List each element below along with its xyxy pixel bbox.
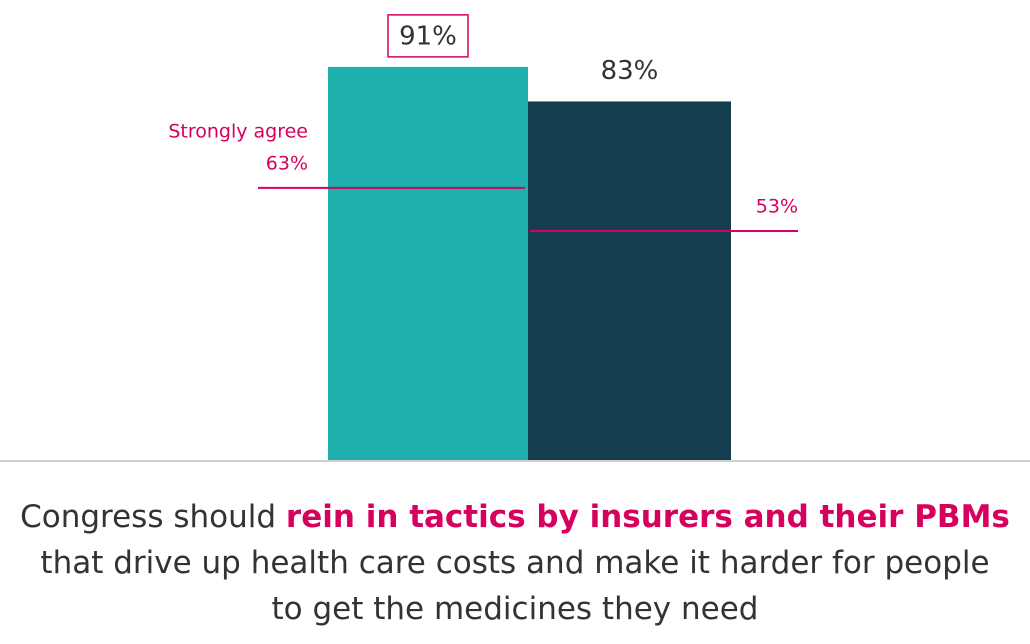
caption: Congress should rein in tactics by insur… (20, 494, 1010, 632)
label-box (387, 14, 469, 58)
value-label: 91% (399, 21, 457, 51)
value-label: 83% (601, 56, 659, 86)
strongly-agree-label: Strongly agree (168, 120, 308, 142)
strongly-agree-value: 53% (756, 196, 798, 218)
strongly-agree-value: 63% (266, 152, 308, 174)
caption-text: Congress should (20, 499, 286, 535)
bar (528, 101, 731, 460)
caption-emphasis: rein in tactics by insurers and their PB… (285, 499, 1010, 535)
caption-text: that drive up health care costs and make… (40, 545, 990, 627)
bar (328, 66, 528, 460)
chart: 91% 83% 63% Strongly agree 53% (0, 14, 1030, 462)
